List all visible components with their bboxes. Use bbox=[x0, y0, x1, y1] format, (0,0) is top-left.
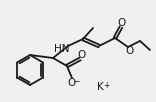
Text: O: O bbox=[67, 78, 75, 88]
Text: +: + bbox=[103, 80, 109, 89]
Text: −: − bbox=[72, 76, 80, 85]
Text: HN: HN bbox=[54, 44, 70, 54]
Text: O: O bbox=[78, 50, 86, 60]
Text: O: O bbox=[125, 46, 133, 56]
Text: K: K bbox=[97, 82, 103, 92]
Text: O: O bbox=[118, 18, 126, 28]
